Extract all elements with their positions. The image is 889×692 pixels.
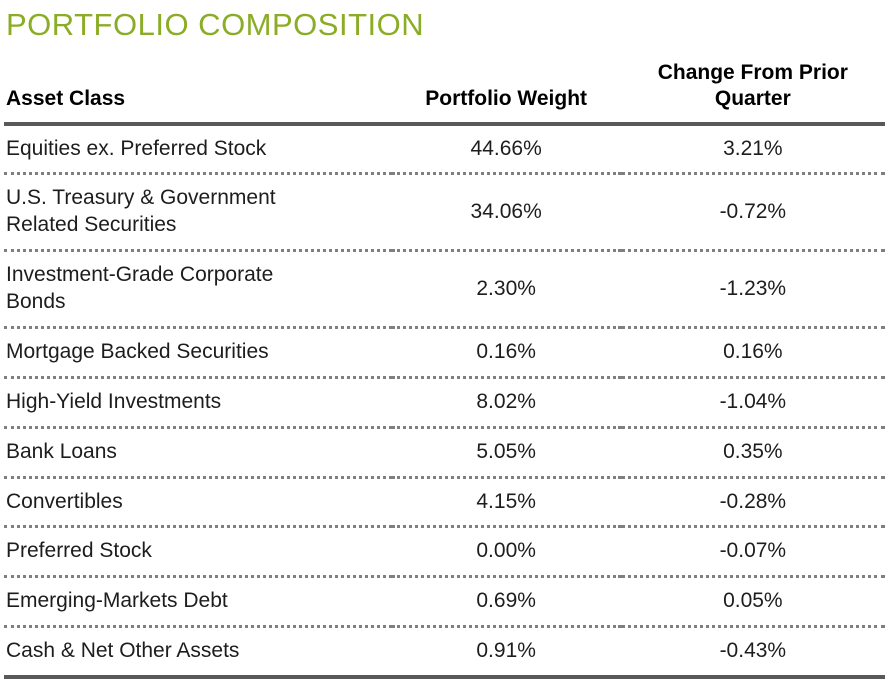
table-row: Convertibles 4.15% -0.28% <box>4 475 885 527</box>
portfolio-weight-cell: 0.91% <box>391 625 621 680</box>
asset-class-cell: Cash & Net Other Assets <box>4 625 392 680</box>
asset-class-cell: U.S. Treasury & Government Related Secur… <box>4 172 392 251</box>
asset-class-cell: Preferred Stock <box>4 525 392 577</box>
column-header-change-from-prior-quarter: Change From Prior Quarter <box>620 60 885 126</box>
table-row: Mortgage Backed Securities 0.16% 0.16% <box>4 325 885 378</box>
change-from-prior-quarter-cell: 0.35% <box>620 425 885 478</box>
change-from-prior-quarter-cell: 0.05% <box>620 575 885 627</box>
portfolio-weight-cell: 34.06% <box>391 172 621 251</box>
asset-class-cell: High-Yield Investments <box>4 375 392 428</box>
change-from-prior-quarter-cell: 3.21% <box>723 136 783 160</box>
asset-class-label: Cash & Net Other Assets <box>6 639 240 663</box>
portfolio-weight-cell: 2.30% <box>391 249 621 328</box>
portfolio-weight-cell: 0.16% <box>391 325 621 378</box>
asset-class-cell: Mortgage Backed Securities <box>4 325 392 378</box>
asset-class-cell: Bank Loans <box>4 425 392 478</box>
column-header-portfolio-weight: Portfolio Weight <box>391 60 621 126</box>
change-from-prior-quarter-cell: -0.72% <box>620 172 885 251</box>
portfolio-weight-cell: 4.15% <box>391 475 621 527</box>
asset-class-label: Mortgage Backed Securities <box>6 339 269 363</box>
asset-class-cell: Investment-Grade Corporate Bonds <box>4 249 392 328</box>
table-row: U.S. Treasury & Government Related Secur… <box>4 172 885 251</box>
column-header-asset-class: Asset Class <box>4 60 392 126</box>
section-title: PORTFOLIO COMPOSITION <box>6 7 425 42</box>
portfolio-weight-cell: 44.66% <box>470 136 542 160</box>
table-row: Preferred Stock 0.00% -0.07% <box>4 525 885 577</box>
asset-class-label: High-Yield Investments <box>6 389 222 413</box>
table-header-row: Asset Class Portfolio Weight Change From… <box>4 60 885 126</box>
asset-class-label: Preferred Stock <box>6 539 152 563</box>
table-row: Investment-Grade Corporate Bonds 2.30% -… <box>4 249 885 328</box>
asset-class-label: Convertibles <box>6 489 123 513</box>
asset-class-cell: Convertibles <box>4 475 392 527</box>
portfolio-weight-cell: 0.69% <box>391 575 621 627</box>
asset-class-label: Emerging-Markets Debt <box>6 589 228 613</box>
portfolio-weight-cell: 8.02% <box>391 375 621 428</box>
column-header-change-label: Change From Prior Quarter <box>657 61 848 111</box>
asset-class-label: Bank Loans <box>6 439 117 463</box>
table-row: Emerging-Markets Debt 0.69% 0.05% <box>4 575 885 627</box>
change-from-prior-quarter-cell: -0.28% <box>620 475 885 527</box>
asset-class-label: Investment-Grade Corporate Bonds <box>6 263 274 314</box>
table-row: High-Yield Investments 8.02% -1.04% <box>4 375 885 428</box>
asset-class-cell: Equities ex. Preferred Stock <box>4 124 392 174</box>
asset-class-label: Equities ex. Preferred Stock <box>6 136 267 160</box>
change-from-prior-quarter-cell: -0.07% <box>620 525 885 577</box>
change-from-prior-quarter-cell: 0.16% <box>620 325 885 378</box>
portfolio-weight-cell: 5.05% <box>391 425 621 478</box>
portfolio-weight-cell: 0.00% <box>391 525 621 577</box>
table-row: Cash & Net Other Assets 0.91% -0.43% <box>4 625 885 680</box>
asset-class-cell: Emerging-Markets Debt <box>4 575 392 627</box>
change-from-prior-quarter-cell: -1.04% <box>620 375 885 428</box>
change-from-prior-quarter-cell: -0.43% <box>620 625 885 680</box>
portfolio-composition-table: Asset Class Portfolio Weight Change From… <box>4 60 885 680</box>
table-row: Equities ex. Preferred Stock 44.66% 3.21… <box>4 124 885 174</box>
table-row: Bank Loans 5.05% 0.35% <box>4 425 885 478</box>
change-from-prior-quarter-cell: -1.23% <box>620 249 885 328</box>
asset-class-label: U.S. Treasury & Government Related Secur… <box>6 186 276 237</box>
